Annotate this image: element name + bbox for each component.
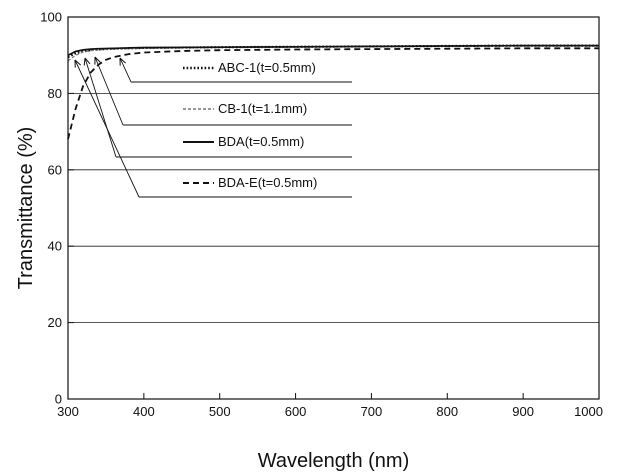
legend-leader: [94, 56, 124, 126]
x-axis-title: Wavelength (nm): [258, 450, 410, 472]
x-tick-label: 400: [133, 404, 155, 419]
legend-item-3: BDA-E(t=0.5mm): [74, 59, 352, 198]
legend-item-1: CB-1(t=1.1mm): [94, 56, 352, 126]
legend-leader: [119, 57, 132, 83]
y-tick-label: 80: [48, 86, 62, 101]
x-tick-label: 500: [209, 404, 231, 419]
legend-item-2: BDA(t=0.5mm): [83, 57, 352, 158]
x-tick-label: 300: [57, 404, 79, 419]
x-tick-label: 600: [285, 404, 307, 419]
grid-lines: [68, 93, 599, 324]
legend: ABC-1(t=0.5mm) CB-1(t=1.1mm) BDA(t=0.5mm) B…: [74, 56, 352, 198]
legend-leader: [84, 57, 117, 158]
legend-arrowhead: [119, 57, 126, 66]
legend-arrowhead: [83, 57, 91, 66]
y-tick-label: 60: [48, 162, 62, 177]
y-tick-label: 20: [48, 315, 62, 330]
y-tick-label: 0: [55, 392, 62, 407]
legend-label: CB-1(t=1.1mm): [218, 101, 307, 116]
plot-frame: [67, 16, 600, 400]
legend-item-0: ABC-1(t=0.5mm): [119, 57, 352, 83]
legend-arrowhead: [94, 56, 101, 65]
legend-arrowhead: [74, 59, 82, 68]
x-tick-label: 700: [361, 404, 383, 419]
legend-label: ABC-1(t=0.5mm): [218, 60, 316, 75]
x-tick-label: 1000: [574, 404, 603, 419]
x-tick-label: 800: [436, 404, 458, 419]
y-axis-title: Transmittance (%): [15, 127, 37, 290]
legend-label: BDA-E(t=0.5mm): [218, 175, 317, 190]
legend-label: BDA(t=0.5mm): [218, 134, 304, 149]
x-tick-label: 900: [512, 404, 534, 419]
legend-leader: [74, 59, 140, 198]
axis-ticks: 0 20 40 60 80 100 300 400 500 600 700 800 900 1000: [40, 10, 603, 420]
y-tick-label: 100: [40, 10, 62, 25]
series-line-2: [67, 44, 599, 56]
series-line-3: [67, 47, 599, 140]
y-tick-label: 40: [48, 239, 62, 254]
series-lines: [67, 44, 599, 140]
